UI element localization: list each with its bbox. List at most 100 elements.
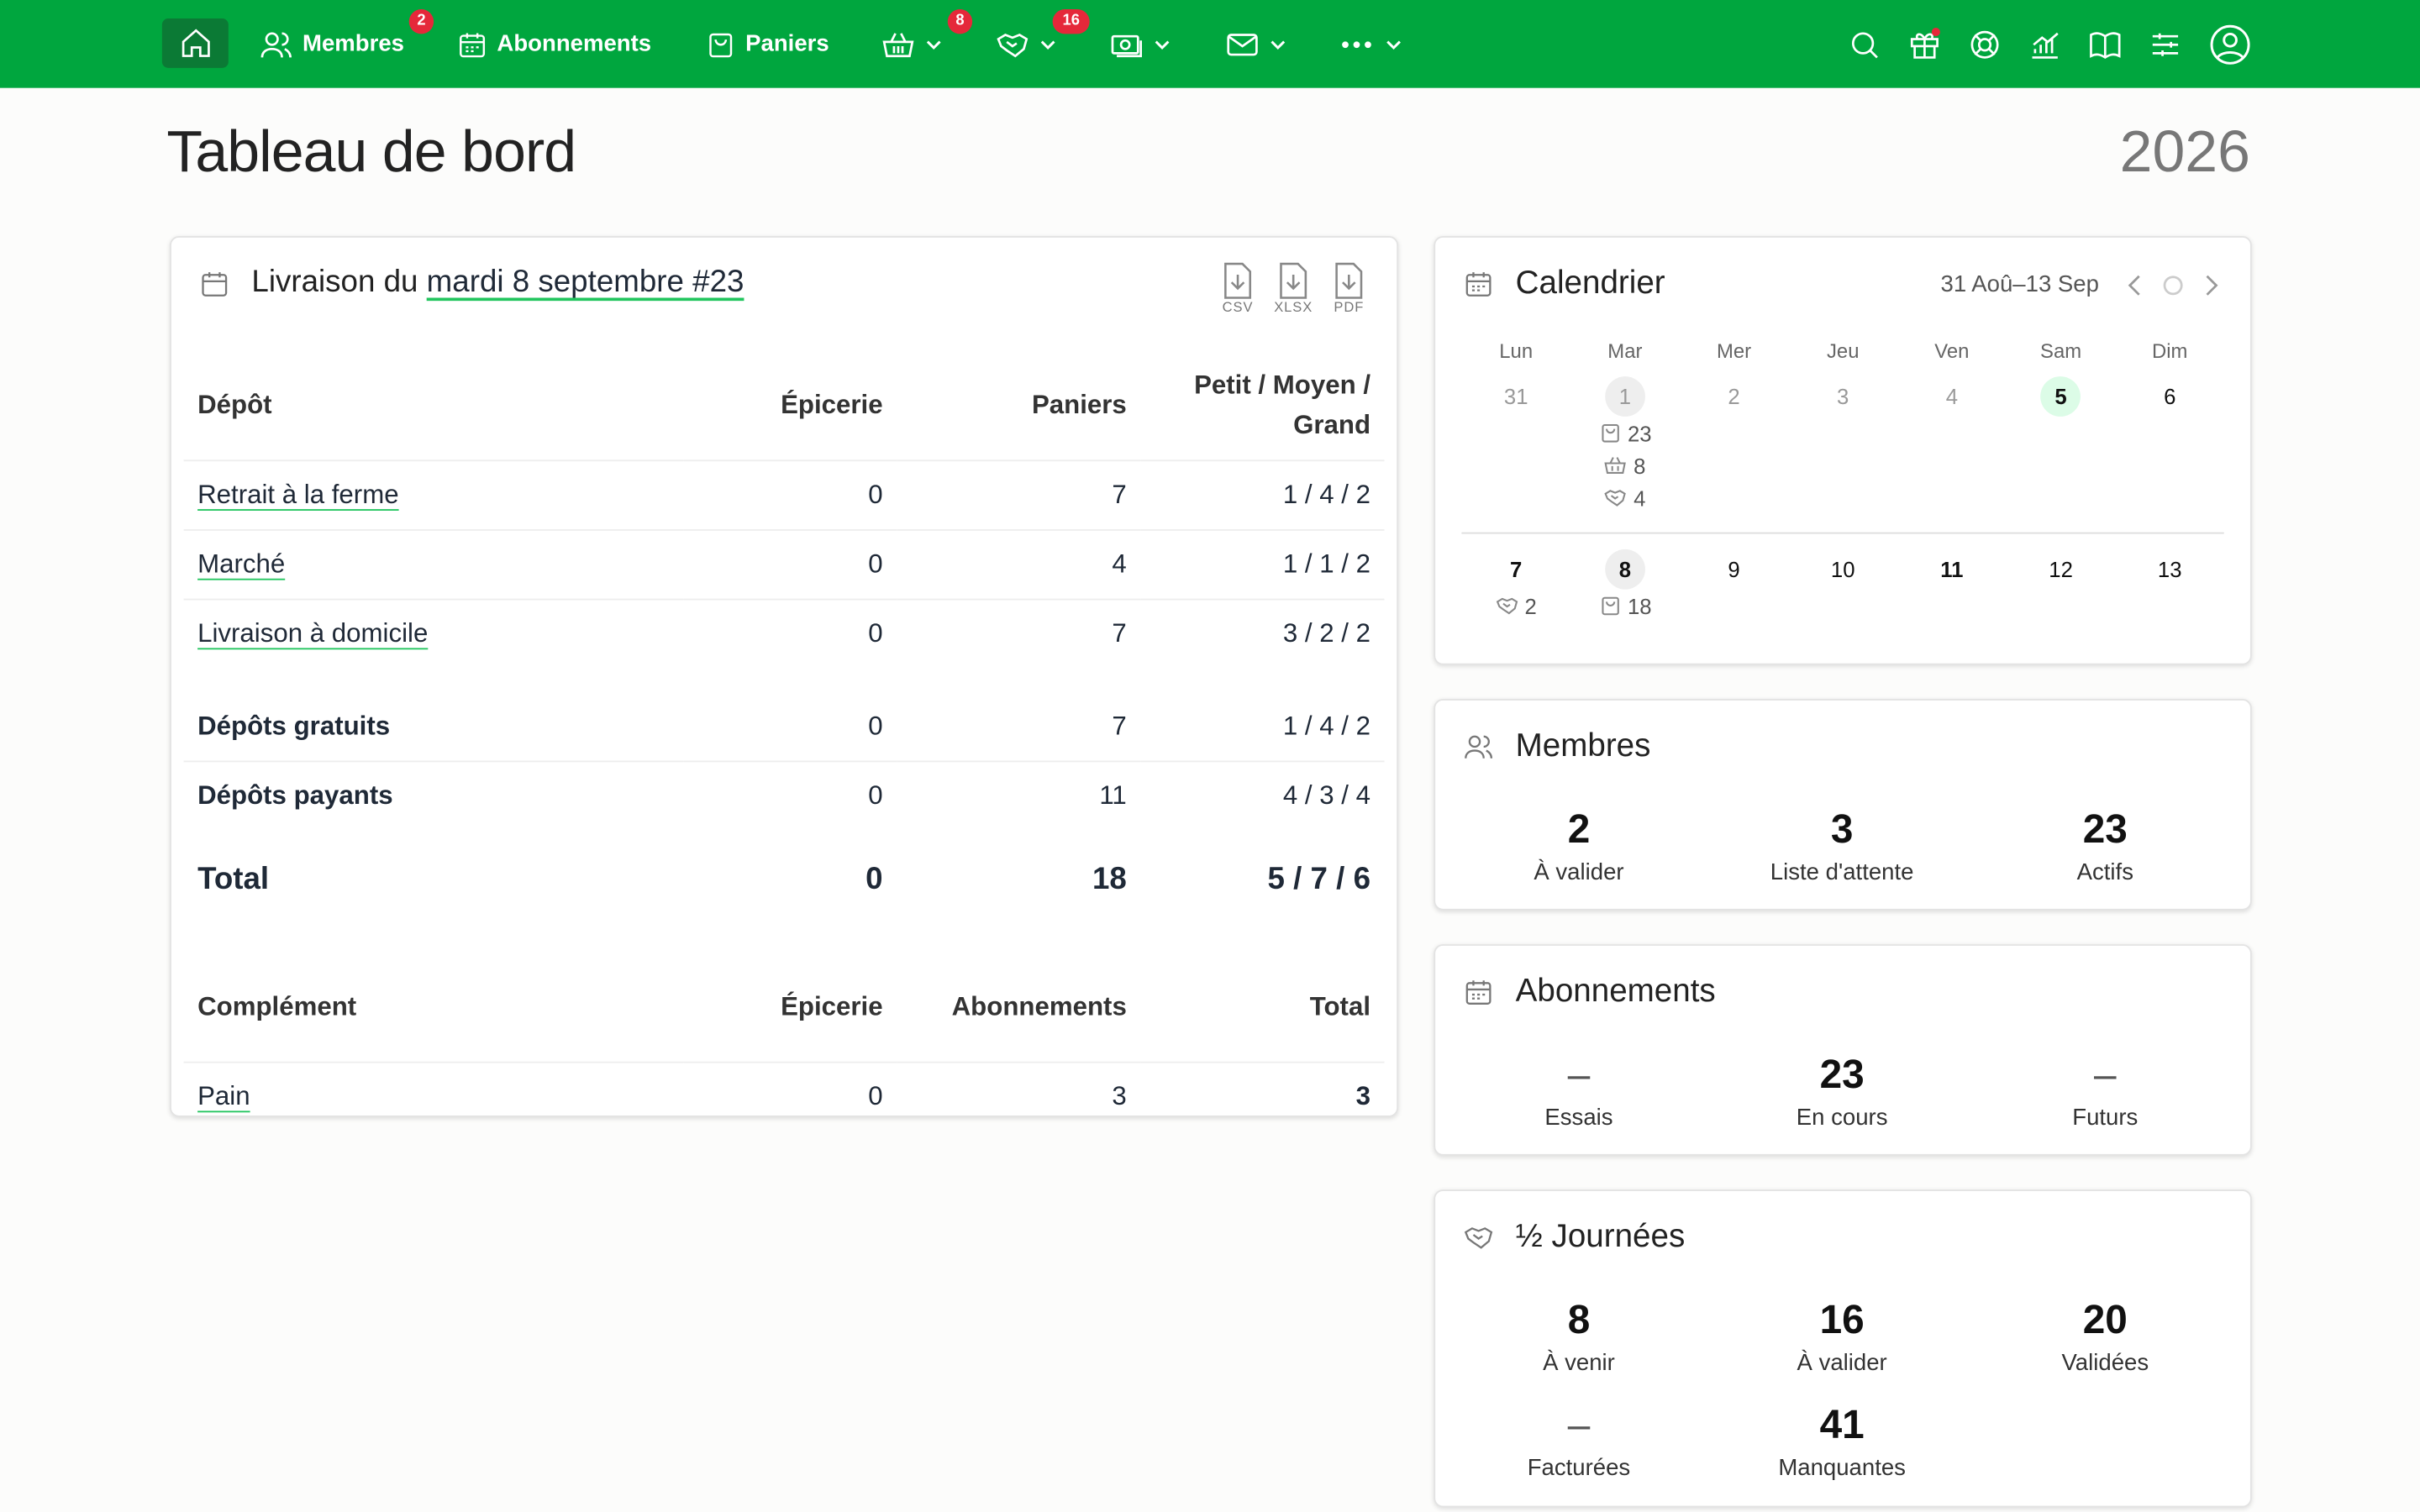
table-cell: 5 / 7 / 6 bbox=[1140, 830, 1384, 929]
stat-value: – bbox=[1567, 1050, 1591, 1097]
table-row: Dépôts payants 0 11 4 / 3 / 4 bbox=[183, 760, 1385, 831]
day-number: 3 bbox=[1837, 384, 1849, 409]
cell-text: 3 bbox=[1112, 1081, 1127, 1111]
nav-label[interactable]: Abonnements bbox=[497, 30, 652, 57]
day-number: 5 bbox=[2040, 376, 2081, 417]
nav-label[interactable]: Membres bbox=[302, 30, 404, 57]
table-cell: Total bbox=[184, 830, 684, 929]
export-button[interactable]: XLSX bbox=[1273, 262, 1313, 315]
day-count: 2 bbox=[1461, 590, 1570, 622]
stat-value: 41 bbox=[1819, 1400, 1865, 1447]
calendar-day[interactable]: 13 bbox=[2115, 549, 2224, 590]
weekday: Lun bbox=[1499, 339, 1534, 363]
calendar-title: Calendrier bbox=[1515, 265, 1665, 302]
stat-value: 8 bbox=[1567, 1295, 1591, 1342]
nav-badge: 2 bbox=[408, 9, 434, 34]
cell-text: 0 bbox=[868, 618, 883, 648]
depot-link[interactable]: Pain bbox=[197, 1081, 250, 1111]
weekday: Mar bbox=[1607, 339, 1643, 363]
cell-text: 1 / 4 / 2 bbox=[1282, 480, 1371, 510]
cell-text: 18 bbox=[1092, 861, 1127, 896]
delivery-link[interactable]: mardi 8 septembre #23 bbox=[426, 265, 744, 300]
nav-journees[interactable] bbox=[996, 0, 1057, 88]
cell-text: 4 bbox=[1112, 549, 1127, 579]
calendar-day[interactable]: 10 bbox=[1788, 549, 1897, 590]
home-button[interactable] bbox=[161, 18, 229, 68]
settings-icon[interactable] bbox=[2149, 27, 2182, 60]
table-row: Pain 0 3 3 bbox=[183, 1061, 1385, 1131]
weekday: Mer bbox=[1716, 339, 1752, 363]
help-icon[interactable] bbox=[1968, 27, 2002, 60]
nav-more[interactable] bbox=[1338, 0, 1402, 88]
stat-label: Manquantes bbox=[1778, 1455, 1906, 1482]
table-cell: 0 bbox=[684, 830, 897, 929]
docs-icon[interactable] bbox=[2088, 27, 2122, 60]
table-cell: 4 bbox=[897, 529, 1141, 600]
nav-corbeilles[interactable] bbox=[881, 0, 943, 88]
day-number: 9 bbox=[1728, 557, 1740, 582]
cell-text: 1 / 4 / 2 bbox=[1282, 711, 1371, 741]
stat-value: 16 bbox=[1819, 1295, 1865, 1342]
table-cell: 0 bbox=[684, 693, 897, 762]
table-cell: Marché bbox=[183, 529, 684, 600]
depot-link[interactable]: Livraison à domicile bbox=[197, 618, 429, 648]
day-number: 12 bbox=[2049, 557, 2073, 582]
count-value: 8 bbox=[1634, 453, 1646, 478]
table-row: Dépôts gratuits 0 7 1 / 4 / 2 bbox=[184, 693, 1385, 762]
depot-link[interactable]: Marché bbox=[197, 549, 286, 579]
cell-text: 0 bbox=[865, 861, 883, 896]
table-cell: 0 bbox=[683, 529, 897, 600]
nav-membres[interactable]: Membres bbox=[260, 0, 404, 88]
calendar-day[interactable]: 1 23 8 4 bbox=[1570, 376, 1680, 513]
table-cell: Pain bbox=[183, 1061, 684, 1131]
table-cell: 7 bbox=[897, 693, 1140, 762]
table-row: Total 0 18 5 / 7 / 6 bbox=[184, 830, 1385, 929]
calendar-day[interactable]: 2 bbox=[1680, 376, 1789, 417]
calendar-day[interactable]: 4 bbox=[1897, 376, 2007, 417]
cell-text: 0 bbox=[868, 711, 883, 741]
export-label: XLSX bbox=[1274, 299, 1313, 315]
table-cell: 3 bbox=[1140, 1061, 1385, 1131]
calendar-range: 31 Aoû–13 Sep bbox=[1940, 271, 2099, 298]
nav-abonnements[interactable]: Abonnements bbox=[457, 0, 651, 88]
column-header: Complément bbox=[197, 992, 357, 1021]
day-number: 7 bbox=[1510, 557, 1523, 582]
day-number: 2 bbox=[1728, 384, 1740, 409]
calendar-day[interactable]: 31 bbox=[1461, 376, 1570, 417]
nav-badge: 8 bbox=[947, 9, 973, 34]
day-number: 8 bbox=[1605, 549, 1645, 590]
delivery-table: Dépôt Épicerie Paniers Petit / Moyen / Gran… bbox=[183, 352, 1385, 1131]
stat: 16 À valider bbox=[1711, 1296, 1973, 1377]
cell-text: 7 bbox=[1112, 618, 1127, 648]
export-button[interactable]: PDF bbox=[1328, 262, 1369, 315]
calendar-day[interactable]: 12 bbox=[2007, 549, 2116, 590]
gift-icon[interactable] bbox=[1907, 27, 1941, 60]
search-icon[interactable] bbox=[1848, 27, 1881, 60]
stat-value: – bbox=[1567, 1400, 1591, 1447]
calendar-day[interactable]: 5 bbox=[2007, 376, 2116, 417]
nav-mail[interactable] bbox=[1225, 0, 1286, 88]
calendar-day[interactable]: 8 18 bbox=[1570, 549, 1680, 622]
cell-text: 0 bbox=[868, 480, 883, 510]
export-button[interactable]: CSV bbox=[1218, 262, 1258, 315]
column-header: Paniers bbox=[1031, 390, 1127, 420]
cell-text: 0 bbox=[868, 780, 883, 811]
nav-paniers[interactable]: Paniers bbox=[705, 0, 829, 88]
stat-label: À valider bbox=[1534, 859, 1624, 886]
stat-value: 3 bbox=[1830, 805, 1854, 852]
calendar-controls[interactable] bbox=[2121, 271, 2226, 299]
table-cell: Livraison à domicile bbox=[183, 598, 684, 669]
nav-factures[interactable] bbox=[1110, 0, 1171, 88]
page-year: 2026 bbox=[2119, 120, 2250, 186]
column-header: Petit / Moyen / Grand bbox=[1194, 370, 1371, 440]
calendar-day[interactable]: 11 bbox=[1897, 549, 2007, 590]
calendar-day[interactable]: 9 bbox=[1680, 549, 1789, 590]
calendar-day[interactable]: 3 bbox=[1788, 376, 1897, 417]
depot-link[interactable]: Retrait à la ferme bbox=[197, 480, 399, 510]
account-icon[interactable] bbox=[2208, 23, 2251, 66]
stats-icon[interactable] bbox=[2028, 27, 2061, 60]
calendar-day[interactable]: 6 bbox=[2115, 376, 2224, 417]
nav-label[interactable]: Paniers bbox=[745, 30, 829, 57]
